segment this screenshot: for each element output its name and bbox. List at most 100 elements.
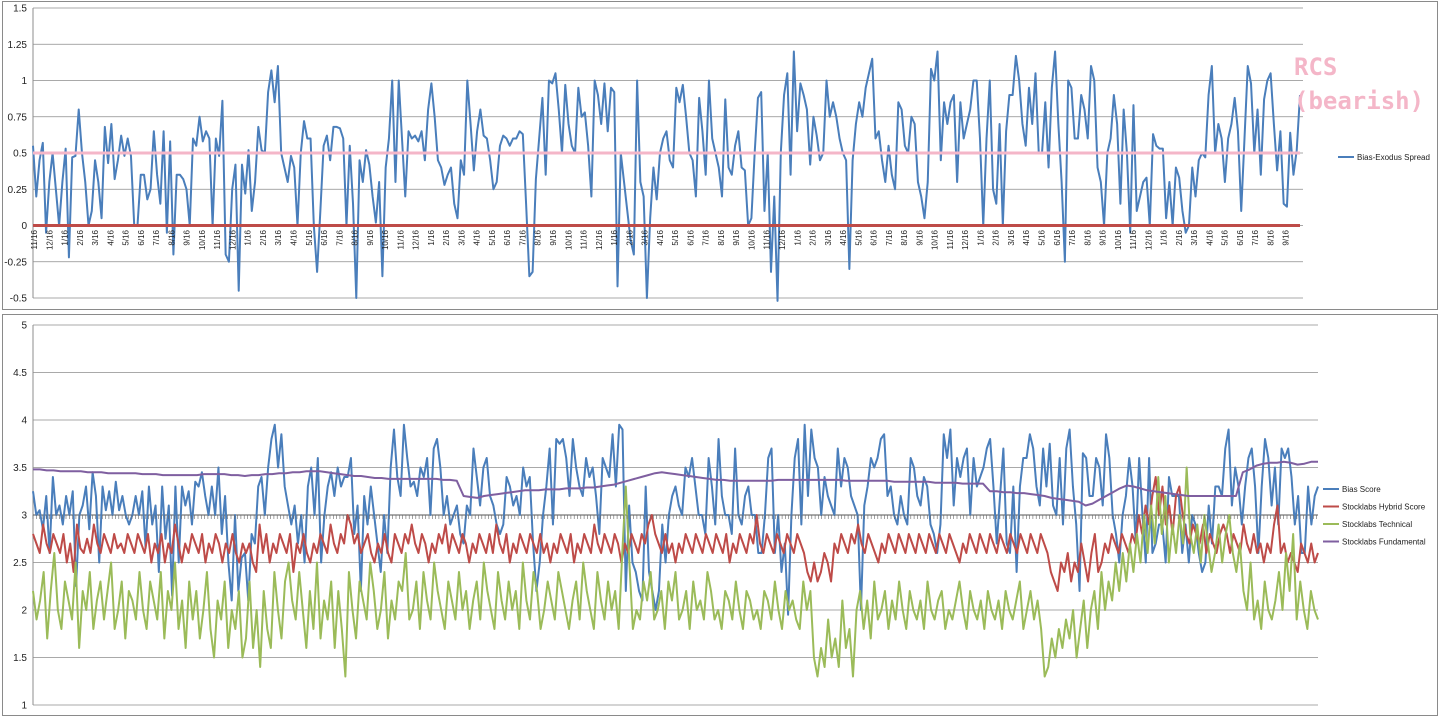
spread-chart: -0.5 -0.25 0 0.25 0.5 0.75 1 1.25 1.5 Bias-Exodus… <box>4 4 1430 305</box>
series-line-bias-score <box>32 423 1319 616</box>
x-tick-label: 8/16 <box>167 229 176 245</box>
x-tick-label: 8/16 <box>1083 229 1092 245</box>
x-tick-label: 5/16 <box>305 229 314 245</box>
x-tick-label: 11/16 <box>396 229 405 249</box>
legend-label: Stocklabs Fundamental <box>1342 538 1426 547</box>
y-tick-label: 4 <box>21 416 27 427</box>
y-tick-label: 2.5 <box>13 558 27 569</box>
x-tick-label: 11/16 <box>946 229 955 249</box>
x-tick-label: 10/16 <box>198 229 207 250</box>
x-tick-label: 8/16 <box>1267 229 1276 245</box>
x-tick-label: 3/16 <box>457 229 466 245</box>
x-tick-label: 1/16 <box>976 229 985 245</box>
x-tick-label: 6/16 <box>686 229 695 245</box>
y-tick-label: 1.5 <box>13 653 27 664</box>
x-tick-label: 1/16 <box>244 229 253 245</box>
x-tick-label: 5/16 <box>1221 229 1230 245</box>
x-tick-label: 3/16 <box>824 229 833 245</box>
x-tick-label: 9/16 <box>549 229 558 245</box>
x-tick-label: 6/16 <box>503 229 512 245</box>
x-tick-label: 2/16 <box>625 229 634 245</box>
x-tick-label: 6/16 <box>320 229 329 245</box>
x-tick-label: 10/16 <box>381 229 390 250</box>
x-tick-label: 5/16 <box>671 229 680 245</box>
series-line-stocklabs-hybrid-score <box>32 476 1319 592</box>
series-line-stocklabs-fundamental <box>33 460 1318 507</box>
x-tick-label: 4/16 <box>656 229 665 245</box>
x-tick-label: 3/16 <box>1190 229 1199 245</box>
x-tick-label: 9/16 <box>183 229 192 245</box>
legend-label: Bias-Exodus Spread <box>1357 153 1430 162</box>
x-tick-label: 12/16 <box>228 229 237 250</box>
x-tick-label: 1/16 <box>1160 229 1169 245</box>
x-tick-label: 8/16 <box>351 229 360 245</box>
x-tick-label: 7/16 <box>519 229 528 245</box>
x-tick-label: 12/16 <box>412 229 421 250</box>
x-tick-label: 2/16 <box>442 229 451 245</box>
x-tick-label: 6/16 <box>1236 229 1245 245</box>
x-tick-label: 12/16 <box>595 229 604 250</box>
x-tick-label: 8/16 <box>717 229 726 245</box>
x-axis-ticks <box>32 515 1317 519</box>
x-tick-label: 12/16 <box>45 229 54 250</box>
y-tick-label: 1 <box>21 76 27 87</box>
x-tick-label: 8/16 <box>900 229 909 245</box>
x-tick-label: 5/16 <box>1038 229 1047 245</box>
series-line-stocklabs-technical <box>32 466 1319 678</box>
x-tick-label: 1/16 <box>427 229 436 245</box>
x-tick-label: 2/16 <box>992 229 1001 245</box>
x-tick-label: 10/16 <box>931 229 940 250</box>
y-tick-label: 3 <box>21 511 27 522</box>
series-line-bias-exodus-spread <box>32 50 1301 302</box>
annotation-text: RCS <box>1294 53 1337 81</box>
x-tick-label: 4/16 <box>1022 229 1031 245</box>
legend-label: Stocklabs Hybrid Score <box>1342 503 1426 512</box>
x-tick-label: 3/16 <box>1007 229 1016 245</box>
y-tick-label: -0.25 <box>4 257 27 268</box>
x-tick-label: 3/16 <box>274 229 283 245</box>
x-tick-label: 4/16 <box>839 229 848 245</box>
spread-chart-panel: -0.5 -0.25 0 0.25 0.5 0.75 1 1.25 1.5 Bias-Exodus… <box>2 1 1438 310</box>
x-tick-label: 12/16 <box>961 229 970 250</box>
x-tick-label: 4/16 <box>290 229 299 245</box>
legend-label: Bias Score <box>1342 485 1381 494</box>
x-tick-label: 2/16 <box>1175 229 1184 245</box>
y-tick-label: 4.5 <box>13 368 27 379</box>
x-tick-label: 12/16 <box>778 229 787 250</box>
y-tick-label: 0 <box>21 221 27 232</box>
y-tick-label: 0.75 <box>8 112 28 123</box>
scores-chart-panel: 1 1.5 2 2.5 3 3.5 4 4.5 5 Bias Score Stocklabs Hyb… <box>2 314 1438 716</box>
x-tick-label: 7/16 <box>152 229 161 245</box>
x-tick-label: 8/16 <box>534 229 543 245</box>
y-tick-label: 1 <box>21 701 27 712</box>
y-tick-label: 2 <box>21 606 27 617</box>
x-tick-label: 9/16 <box>915 229 924 245</box>
x-tick-label: 2/16 <box>259 229 268 245</box>
x-tick-label: 9/16 <box>1099 229 1108 245</box>
x-tick-label: 11/16 <box>213 229 222 249</box>
x-tick-label: 7/16 <box>1068 229 1077 245</box>
x-tick-label: 9/16 <box>1282 229 1291 245</box>
y-tick-label: 3.5 <box>13 463 27 474</box>
x-tick-label: 11/16 <box>580 229 589 249</box>
x-tick-label: 11/16 <box>763 229 772 249</box>
x-tick-label: 7/16 <box>702 229 711 245</box>
y-tick-label: 1.25 <box>8 40 28 51</box>
y-tick-label: -0.5 <box>10 294 28 305</box>
x-tick-label: 1/16 <box>793 229 802 245</box>
y-tick-label: 5 <box>21 321 27 332</box>
x-tick-label: 11/16 <box>30 229 39 249</box>
x-tick-label: 7/16 <box>335 229 344 245</box>
x-tick-label: 6/16 <box>870 229 879 245</box>
x-tick-label: 12/16 <box>1144 229 1153 250</box>
x-tick-label: 4/16 <box>106 229 115 245</box>
x-tick-label: 9/16 <box>732 229 741 245</box>
x-tick-label: 10/16 <box>748 229 757 250</box>
x-tick-label: 3/16 <box>91 229 100 245</box>
x-tick-label: 2/16 <box>809 229 818 245</box>
x-tick-label: 7/16 <box>885 229 894 245</box>
x-tick-label: 9/16 <box>366 229 375 245</box>
x-tick-label: 11/16 <box>1129 229 1138 249</box>
x-tick-label: 5/16 <box>122 229 131 245</box>
y-tick-label: 0.25 <box>8 185 28 196</box>
